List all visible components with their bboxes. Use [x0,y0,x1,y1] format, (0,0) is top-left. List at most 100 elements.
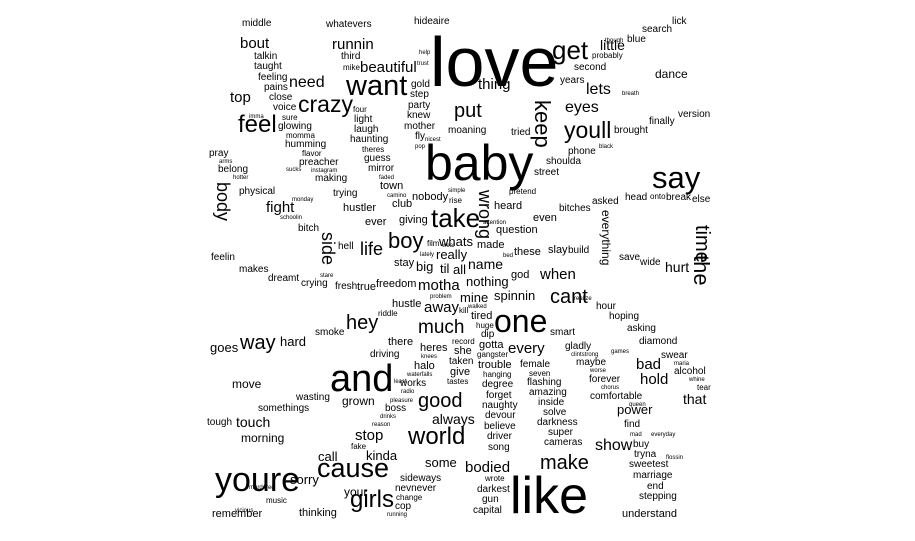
cloud-word: pleasure [390,398,414,404]
cloud-word: though [605,38,624,44]
cloud-word: whatevers [326,19,372,30]
cloud-word: clintstrong [571,352,599,358]
cloud-word: breath [622,91,640,97]
cloud-word: sweetest [629,459,669,470]
cloud-word: huge [476,321,494,330]
cloud-word: physical [239,186,276,197]
cloud-word: girls [350,486,395,513]
cloud-word: thing [478,76,511,93]
cloud-word: buy [633,439,650,450]
cloud-word: degree [482,379,514,390]
cloud-word: feelin [211,252,235,263]
cloud-word: guess [364,153,391,164]
cloud-word: little [600,37,625,53]
cloud-word: youre [215,461,301,499]
cloud-word: all [453,262,467,277]
cloud-word: away [424,299,460,316]
cloud-word: humming [285,139,327,150]
cloud-word: bout [240,35,270,52]
cloud-word: alcohol [674,366,706,377]
cloud-word: laugh [354,124,379,135]
cloud-word: show [595,437,633,454]
cloud-word: club [392,198,413,210]
cloud-word: put [454,100,482,122]
cloud-word: smart [550,327,575,338]
cloud-word: music [266,496,287,505]
cloud-word: runnin [332,36,374,53]
cloud-word: gladly [565,341,592,352]
cloud-word: build [568,245,590,256]
cloud-word: talkin [254,51,278,62]
cloud-word: drinks [380,414,397,420]
cloud-word: darkest [477,484,510,495]
cloud-word: morning [241,431,285,445]
cloud-word: touch [236,414,271,430]
cloud-word: ever [365,216,387,228]
cloud-word: gotta [479,339,504,351]
cloud-word: fake [351,442,367,451]
cloud-word: mother [404,121,436,132]
cloud-word: comfortable [590,391,643,402]
cloud-word: bitch [298,223,320,234]
cloud-word: freedom [376,278,417,290]
cloud-word: hanging [483,370,512,379]
cloud-word: momma [286,131,315,140]
cloud-word: god [511,269,530,281]
cloud-word: makes [239,264,269,275]
cloud-word: stay [394,257,415,269]
cloud-word: really [436,247,468,262]
cloud-word: close [269,92,293,103]
cloud-word: worse [590,368,607,374]
cloud-word: crying [301,278,328,289]
cloud-word: realize [574,296,592,302]
cloud-word: pains [264,82,288,93]
cloud-word: middle [242,18,272,29]
cloud-word: give [450,366,471,378]
cloud-word: stop [355,427,384,444]
cloud-word: fight [266,199,295,216]
cloud-word: like [510,467,589,525]
cloud-word: problem [430,294,452,300]
cloud-word: halo [414,360,435,372]
cloud-word: good [418,390,463,412]
cloud-word: light [354,114,373,125]
cloud-word: driver [487,431,513,442]
cloud-word: gold [411,79,430,90]
cloud-word: call [318,449,338,464]
cloud-word: slay [548,244,568,256]
cloud-word: spinnin [494,288,536,303]
cloud-word: street [534,167,560,178]
cloud-word: marriage [633,470,673,481]
cloud-word: heres [420,342,448,354]
cloud-word: radio [401,389,415,395]
cloud-word: driving [370,349,400,360]
cloud-word: tear [697,383,711,392]
cloud-word: time [691,225,713,263]
cloud-word: asked [592,196,619,207]
cloud-word: hour [596,301,617,312]
cloud-word: glowing [278,121,312,132]
cloud-word: moaning [448,125,487,136]
cloud-word: baby [425,135,534,191]
cloud-word: preacher [299,157,339,168]
cloud-word: murdered [249,485,275,491]
cloud-word: hotter [233,175,249,181]
cloud-word: asking [627,323,656,334]
cloud-word: games [611,349,630,355]
cloud-word: hustler [343,202,377,214]
cloud-word: question [496,224,538,236]
cloud-word: beautiful [360,59,417,76]
cloud-word: and [330,358,394,400]
cloud-word: vicious [235,508,254,514]
cloud-word: even [533,212,557,224]
cloud-word: maria [674,361,690,367]
cloud-word: running [387,512,408,518]
cloud-word: lately [420,252,435,258]
cloud-word: top [230,89,251,106]
cloud-word: probably [592,51,623,60]
cloud-word: haunting [350,134,389,145]
cloud-word: remember [212,508,263,520]
cloud-word: lick [672,16,687,27]
cloud-word: brought [614,125,648,136]
